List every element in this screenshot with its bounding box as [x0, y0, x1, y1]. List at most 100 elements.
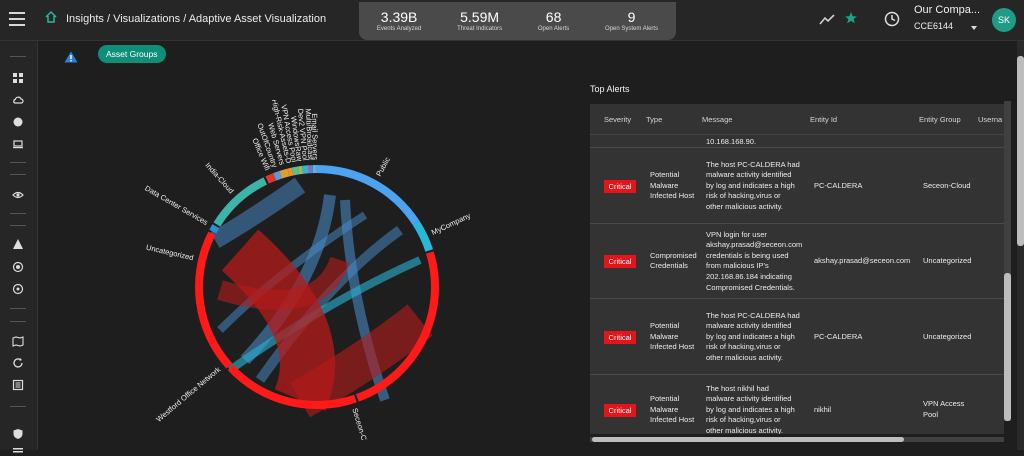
chord-label: Public	[374, 155, 392, 177]
company-selector[interactable]: Our Compa... CCE6144	[914, 4, 980, 31]
chord-label: Westford Office Network	[154, 365, 222, 424]
chord-label: Data Center Services	[143, 184, 209, 228]
chord-arc[interactable]	[308, 165, 314, 174]
chord-diagram: Public MyCompany Seceon-Cloud Westford Offi…	[143, 100, 472, 440]
table-row[interactable]: Critical Potential Malware Infected Host The…	[590, 147, 1004, 224]
scrollbar-thumb[interactable]	[1004, 273, 1011, 421]
stat-open-system-alerts[interactable]: 9 Open System Alerts	[605, 9, 659, 33]
shield-icon[interactable]	[12, 428, 24, 440]
column-header-type[interactable]: Type	[646, 115, 663, 124]
alert-type: Potential Malware Infected Host	[650, 321, 695, 352]
chord-arc[interactable]	[315, 165, 420, 225]
dashboard-icon[interactable]	[12, 72, 24, 84]
sidebar-divider	[10, 308, 26, 309]
alert-type: Potential Malware Infected Host	[650, 170, 695, 201]
entity-id: PC-CALDERA	[814, 180, 863, 190]
chord-arc[interactable]	[194, 231, 233, 369]
chord-arc[interactable]	[273, 170, 282, 181]
sidebar-divider	[10, 162, 26, 163]
eye-icon[interactable]	[12, 189, 24, 201]
column-header-severity[interactable]: Severity	[604, 115, 632, 124]
refresh-icon[interactable]	[12, 357, 24, 369]
table-row[interactable]: Critical Potential Malware Infected Host The…	[590, 298, 1004, 375]
sidebar-divider	[10, 174, 26, 175]
globe-icon[interactable]	[12, 116, 24, 128]
chord-arc[interactable]	[227, 364, 357, 409]
alert-type: Potential Malware Infected Host	[650, 394, 695, 425]
alert-triangle-icon[interactable]	[12, 238, 24, 250]
warning-icon[interactable]	[64, 51, 78, 63]
alert-type: Compromised Credentials	[650, 250, 697, 271]
sidebar-divider	[10, 213, 26, 214]
sidebar-divider	[10, 321, 26, 322]
scrollbar-thumb[interactable]	[592, 437, 904, 442]
star-icon[interactable]	[844, 11, 858, 25]
alert-message: The host PC-CALDERA had malware activity …	[706, 159, 800, 211]
chord-arc[interactable]	[355, 251, 440, 402]
scrollbar-thumb[interactable]	[1017, 56, 1024, 246]
laptop-icon[interactable]	[12, 138, 24, 150]
avatar[interactable]: SK	[992, 8, 1016, 32]
chord-arc[interactable]	[213, 177, 268, 227]
chord-label: Seceon-Cloud	[350, 407, 373, 440]
entity-id: nikhil	[814, 404, 832, 414]
table-header: Severity Type Message Entity Id Entity G…	[590, 104, 1004, 135]
column-header-entity-id[interactable]: Entity Id	[810, 115, 838, 124]
table-vertical-scrollbar[interactable]	[1004, 101, 1011, 421]
column-header-message[interactable]: Message	[702, 115, 733, 124]
severity-badge: Critical	[604, 179, 636, 193]
column-header-entity-group[interactable]: Entity Group	[919, 115, 961, 124]
chord-arc[interactable]	[279, 168, 290, 179]
home-icon[interactable]	[44, 10, 58, 24]
alert-message: The host PC-CALDERA had malware activity …	[706, 310, 800, 362]
chord-arc[interactable]	[209, 224, 220, 234]
table-row[interactable]: Critical Potential Malware Infected Host The…	[590, 374, 1004, 434]
clock-icon[interactable]	[884, 11, 900, 27]
chord-arcs	[194, 165, 440, 409]
sidebar	[0, 41, 38, 453]
radar-icon[interactable]	[12, 261, 24, 273]
chord-arc[interactable]	[287, 167, 294, 177]
entity-group: VPN Access Pool	[923, 399, 965, 419]
table-row[interactable]: Critical Compromised Credentials VPN login …	[590, 223, 1004, 299]
cloud-icon[interactable]	[12, 94, 24, 106]
alert-message: The host nikhil had malware activity iden…	[706, 383, 795, 435]
asset-groups-button[interactable]: Asset Groups	[98, 45, 166, 63]
entity-group: Seceon-Cloud	[923, 180, 971, 190]
breadcrumb: Insights / Visualizations / Adaptive Ass…	[66, 13, 327, 25]
hamburger-icon[interactable]	[9, 12, 25, 26]
stat-events-analyzed[interactable]: 3.39B Events Analyzed	[376, 9, 422, 33]
target-icon[interactable]	[12, 283, 24, 295]
page-scrollbar[interactable]	[1017, 41, 1024, 450]
chord-label: MyCompany	[430, 211, 472, 237]
chord-arc[interactable]	[412, 220, 434, 252]
severity-badge: Critical	[604, 403, 636, 417]
chord-arc[interactable]	[302, 165, 310, 174]
chord-arc[interactable]	[297, 165, 304, 175]
alerts-table: Severity Type Message Entity Id Entity G…	[590, 104, 1004, 434]
sidebar-divider	[10, 56, 26, 57]
stat-open-alerts[interactable]: 68 Open Alerts	[537, 9, 570, 33]
menu-lines-icon[interactable]	[12, 444, 24, 456]
chord-arc[interactable]	[265, 173, 277, 184]
column-header-username[interactable]: Userna	[978, 115, 1003, 124]
chord-label: Uncategorized	[145, 243, 194, 263]
severity-badge: Critical	[604, 330, 636, 344]
chord-arc[interactable]	[291, 166, 300, 176]
stat-threat-indicators[interactable]: 5.59M Threat Indicators	[457, 9, 503, 33]
table-horizontal-scrollbar[interactable]	[590, 437, 1004, 442]
partial-message: 10.168.168.90.	[706, 137, 757, 146]
chord-ribbons	[210, 177, 433, 418]
entity-id: PC-CALDERA	[814, 331, 863, 341]
chevron-down-icon[interactable]	[971, 26, 977, 30]
chord-arc[interactable]	[312, 165, 317, 174]
company-name: Our Compa...	[914, 4, 981, 16]
top-bar: Insights / Visualizations / Adaptive Ass…	[0, 0, 1024, 41]
severity-badge: Critical	[604, 255, 636, 268]
trend-line-icon[interactable]	[819, 13, 835, 25]
alert-message: VPN login for user akshay.prasad@seceon.c…	[706, 229, 803, 292]
chord-label: India-Cloud	[203, 161, 235, 196]
entity-group: Uncategorized	[923, 331, 972, 341]
report-icon[interactable]	[12, 379, 24, 391]
map-icon[interactable]	[12, 335, 24, 347]
